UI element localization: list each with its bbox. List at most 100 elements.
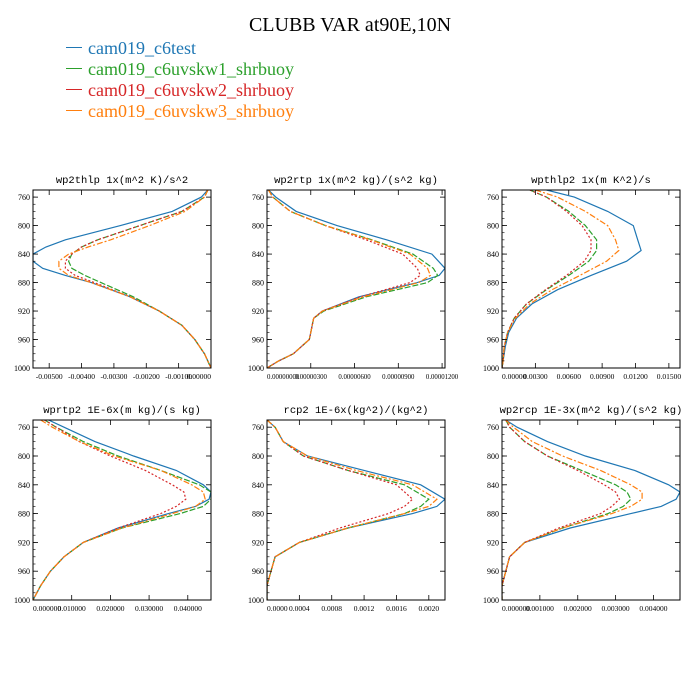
y-tick-label: 840 bbox=[252, 481, 264, 490]
legend-item: cam019_c6uvskw3_shrbuoy bbox=[66, 101, 294, 122]
x-tick-label: 0.003000 bbox=[602, 604, 630, 613]
x-tick-label: 0.01500 bbox=[657, 372, 682, 381]
plot-frame bbox=[501, 189, 681, 369]
y-tick-label: 800 bbox=[18, 452, 30, 461]
series-line bbox=[502, 190, 642, 368]
y-tick-label: 960 bbox=[18, 567, 30, 576]
x-tick-label: 0.00900 bbox=[590, 372, 615, 381]
series-line bbox=[502, 420, 632, 600]
legend-item: cam019_c6test bbox=[66, 38, 294, 59]
y-tick-label: 920 bbox=[18, 307, 30, 316]
x-tick-label: 0.0000 bbox=[267, 604, 288, 613]
y-tick-label: 960 bbox=[18, 336, 30, 345]
plot-title: rcp2 1E-6x(kg^2)/(kg^2) bbox=[284, 405, 429, 417]
x-tick-label: 0.002000 bbox=[564, 604, 592, 613]
series-line bbox=[58, 190, 211, 368]
y-tick-label: 920 bbox=[252, 307, 264, 316]
y-tick-label: 1000 bbox=[248, 596, 264, 605]
x-tick-label: 0.004000 bbox=[639, 604, 667, 613]
y-tick-label: 960 bbox=[252, 336, 264, 345]
x-tick-label: 0.010000 bbox=[58, 604, 86, 613]
y-tick-label: 840 bbox=[487, 250, 499, 259]
y-tick-label: 960 bbox=[487, 336, 499, 345]
x-tick-label: 0.0016 bbox=[386, 604, 407, 613]
y-tick-label: 880 bbox=[18, 510, 30, 519]
plot-frame bbox=[32, 189, 212, 369]
x-tick-label: 0.030000 bbox=[135, 604, 163, 613]
y-tick-label: 1000 bbox=[483, 596, 499, 605]
y-tick-label: 800 bbox=[252, 452, 264, 461]
y-tick-label: 880 bbox=[252, 510, 264, 519]
y-tick-label: 760 bbox=[487, 423, 499, 432]
x-tick-label: 0.000000 bbox=[33, 604, 61, 613]
x-tick-label: 0.00600 bbox=[557, 372, 582, 381]
series-line bbox=[33, 420, 206, 600]
y-tick-label: 1000 bbox=[483, 364, 499, 373]
x-tick-label: -0.00400 bbox=[68, 372, 95, 381]
x-tick-label: 0.00000 bbox=[187, 372, 212, 381]
plot-panel: rcp2 1E-6x(kg^2)/(kg^2) 760 800 840 880 920 96… bbox=[248, 405, 446, 613]
legend-label: cam019_c6uvskw3_shrbuoy bbox=[88, 101, 294, 121]
y-tick-label: 840 bbox=[487, 481, 499, 490]
plot-frame bbox=[266, 419, 446, 601]
y-tick-label: 920 bbox=[487, 307, 499, 316]
y-tick-label: 920 bbox=[252, 538, 264, 547]
x-tick-label: -0.00500 bbox=[36, 372, 63, 381]
legend-line-icon bbox=[66, 89, 82, 91]
y-tick-label: 920 bbox=[487, 538, 499, 547]
y-tick-label: 760 bbox=[252, 423, 264, 432]
y-tick-label: 800 bbox=[487, 452, 499, 461]
legend-line-icon bbox=[66, 110, 82, 112]
y-tick-label: 880 bbox=[18, 279, 30, 288]
plot-panel: wpthlp2 1x(m K^2)/s 760 800 840 880 920 960 100… bbox=[483, 175, 681, 381]
x-tick-label: 0.00000 bbox=[502, 372, 527, 381]
x-tick-label: -0.00100 bbox=[165, 372, 192, 381]
x-tick-label: 0.00000900 bbox=[382, 374, 415, 381]
series-line bbox=[502, 420, 680, 600]
plot-panel: wp2thlp 1x(m^2 K)/s^2 760 800 840 880 920 960 1… bbox=[14, 175, 212, 381]
x-tick-label: 0.001000 bbox=[526, 604, 554, 613]
y-tick-label: 880 bbox=[487, 279, 499, 288]
series-line bbox=[502, 420, 643, 600]
series-line bbox=[267, 420, 438, 600]
plot-title: wp2rtp 1x(m^2 kg)/(s^2 kg) bbox=[274, 175, 438, 187]
y-tick-label: 920 bbox=[18, 538, 30, 547]
plot-title: wprtp2 1E-6x(m kg)/(s kg) bbox=[43, 405, 201, 417]
series-line bbox=[267, 190, 432, 368]
series-line bbox=[502, 190, 620, 368]
y-tick-label: 800 bbox=[252, 222, 264, 231]
legend-label: cam019_c6uvskw1_shrbuoy bbox=[88, 59, 294, 79]
x-tick-label: 0.00000300 bbox=[295, 374, 328, 381]
y-tick-label: 1000 bbox=[14, 364, 30, 373]
legend-line-icon bbox=[66, 47, 82, 49]
y-tick-label: 880 bbox=[487, 510, 499, 519]
y-tick-label: 840 bbox=[18, 250, 30, 259]
plot-panel: wp2rtp 1x(m^2 kg)/(s^2 kg) 760 800 840 880 92… bbox=[248, 175, 459, 381]
y-tick-label: 760 bbox=[487, 193, 499, 202]
legend-label: cam019_c6test bbox=[88, 38, 196, 58]
plot-panel: wp2rcp 1E-3x(m^2 kg)/(s^2 kg)760 800 840 88… bbox=[483, 405, 682, 613]
y-tick-label: 840 bbox=[18, 481, 30, 490]
y-tick-label: 760 bbox=[18, 423, 30, 432]
x-tick-label: 0.00000600 bbox=[338, 374, 371, 381]
x-tick-label: 0.040000 bbox=[174, 604, 202, 613]
series-line bbox=[33, 190, 211, 368]
series-line bbox=[267, 190, 421, 368]
x-tick-label: -0.00200 bbox=[133, 372, 160, 381]
y-tick-label: 800 bbox=[487, 222, 499, 231]
y-tick-label: 960 bbox=[487, 567, 499, 576]
x-tick-label: 0.00000000 bbox=[267, 374, 300, 381]
legend-item: cam019_c6uvskw1_shrbuoy bbox=[66, 59, 294, 80]
y-tick-label: 840 bbox=[252, 250, 264, 259]
plot-frame bbox=[501, 419, 681, 601]
series-line bbox=[267, 420, 445, 600]
x-tick-label: -0.00300 bbox=[100, 372, 127, 381]
y-tick-label: 760 bbox=[252, 193, 264, 202]
legend-line-icon bbox=[66, 68, 82, 70]
y-tick-label: 760 bbox=[18, 193, 30, 202]
x-tick-label: 0.000000 bbox=[502, 604, 530, 613]
series-line bbox=[64, 190, 211, 368]
legend-label: cam019_c6uvskw2_shrbuoy bbox=[88, 80, 294, 100]
x-tick-label: 0.00300 bbox=[523, 372, 548, 381]
